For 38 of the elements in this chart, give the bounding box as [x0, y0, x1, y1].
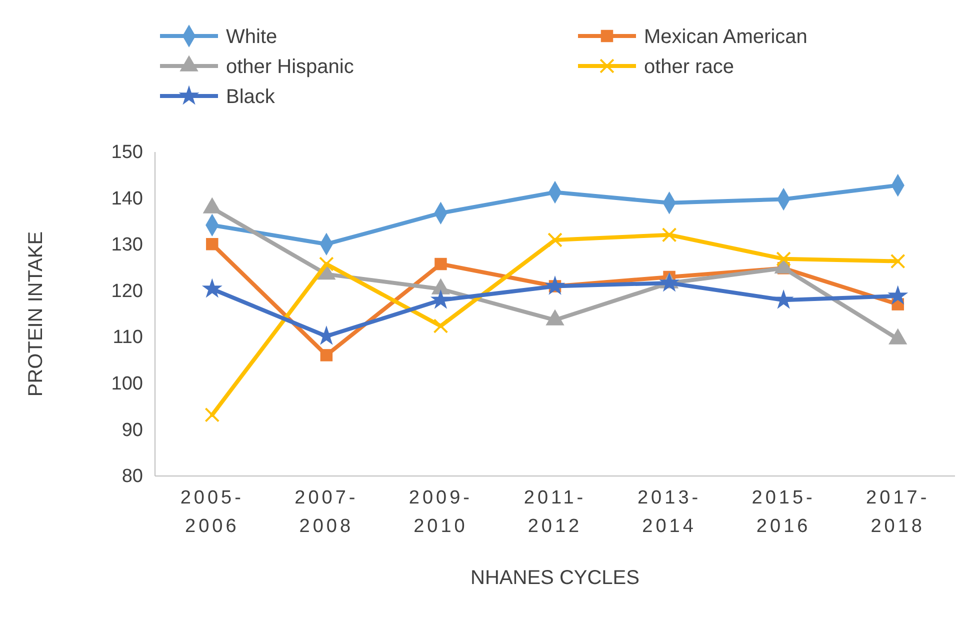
x-tick-label: 2011-2012 [524, 487, 586, 537]
y-tick-label: 140 [111, 188, 143, 210]
y-tick-label: 130 [111, 234, 143, 256]
x-tick-label: 2009-2010 [408, 487, 473, 537]
point [659, 272, 680, 292]
point [662, 227, 677, 242]
point [548, 232, 562, 248]
point [202, 278, 222, 298]
point [320, 349, 333, 362]
point [544, 275, 566, 295]
y-tick-label: 100 [111, 374, 143, 395]
y-tick-label: 80 [122, 466, 143, 488]
x-tick-label: 2013-2014 [637, 487, 702, 537]
x-tick-label: 2015-2016 [752, 487, 816, 537]
point [206, 238, 218, 250]
point [434, 258, 447, 270]
point [318, 256, 334, 272]
legend-label: Mexican American [644, 26, 808, 48]
y-tick-label: 110 [112, 327, 143, 348]
legend-label: other Hispanic [226, 56, 354, 78]
point [888, 285, 908, 305]
x-tick-label: 2005-2006 [180, 487, 244, 537]
y-tick-label: 150 [111, 142, 143, 164]
legend-label: White [226, 26, 278, 48]
point [890, 254, 906, 269]
y-tick-label: 90 [122, 420, 143, 441]
y-axis-title: PROTEIN INTAKE [25, 231, 47, 397]
point [204, 407, 220, 422]
x-tick-label: 2017-2018 [866, 487, 930, 537]
point [433, 318, 448, 334]
legend-label: other race [644, 56, 734, 78]
point [776, 251, 792, 266]
point [773, 289, 794, 309]
point [430, 289, 451, 309]
legend-label: Black [226, 86, 276, 108]
x-tick-label: 2007-2008 [294, 487, 358, 537]
y-tick-label: 120 [111, 280, 143, 302]
x-axis-title: NHANES CYCLES [470, 567, 640, 589]
